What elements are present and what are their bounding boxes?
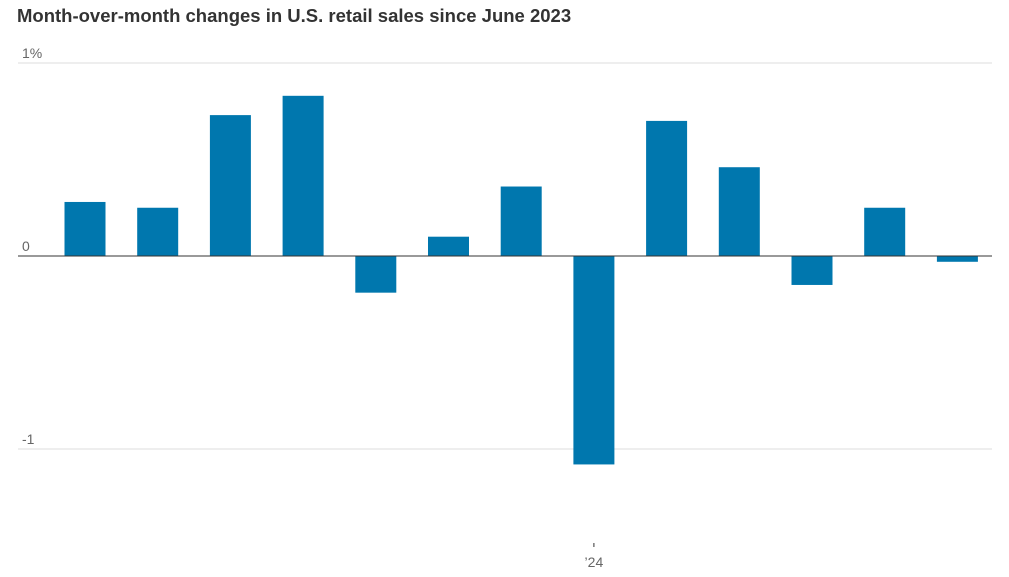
x-tick-label: ’24 bbox=[585, 554, 604, 570]
x-axis: ’24 bbox=[585, 543, 604, 570]
bar bbox=[64, 201, 106, 256]
bar bbox=[791, 256, 833, 285]
bar bbox=[428, 236, 469, 256]
bar bbox=[355, 256, 397, 293]
bar bbox=[573, 256, 615, 465]
bar bbox=[209, 115, 251, 256]
bar bbox=[718, 167, 760, 256]
y-tick-label: -1 bbox=[22, 431, 35, 447]
bar bbox=[500, 186, 542, 256]
y-axis-labels: 1% 0 -1 bbox=[22, 45, 42, 447]
bar bbox=[936, 256, 978, 262]
bar bbox=[137, 207, 179, 256]
bar bbox=[282, 95, 324, 256]
chart-title: Month-over-month changes in U.S. retail … bbox=[17, 5, 572, 26]
bar bbox=[864, 207, 906, 256]
y-tick-label: 1% bbox=[22, 45, 42, 61]
bars bbox=[64, 95, 978, 465]
y-tick-label: 0 bbox=[22, 238, 30, 254]
bar bbox=[646, 120, 688, 257]
gridlines bbox=[18, 62, 992, 450]
